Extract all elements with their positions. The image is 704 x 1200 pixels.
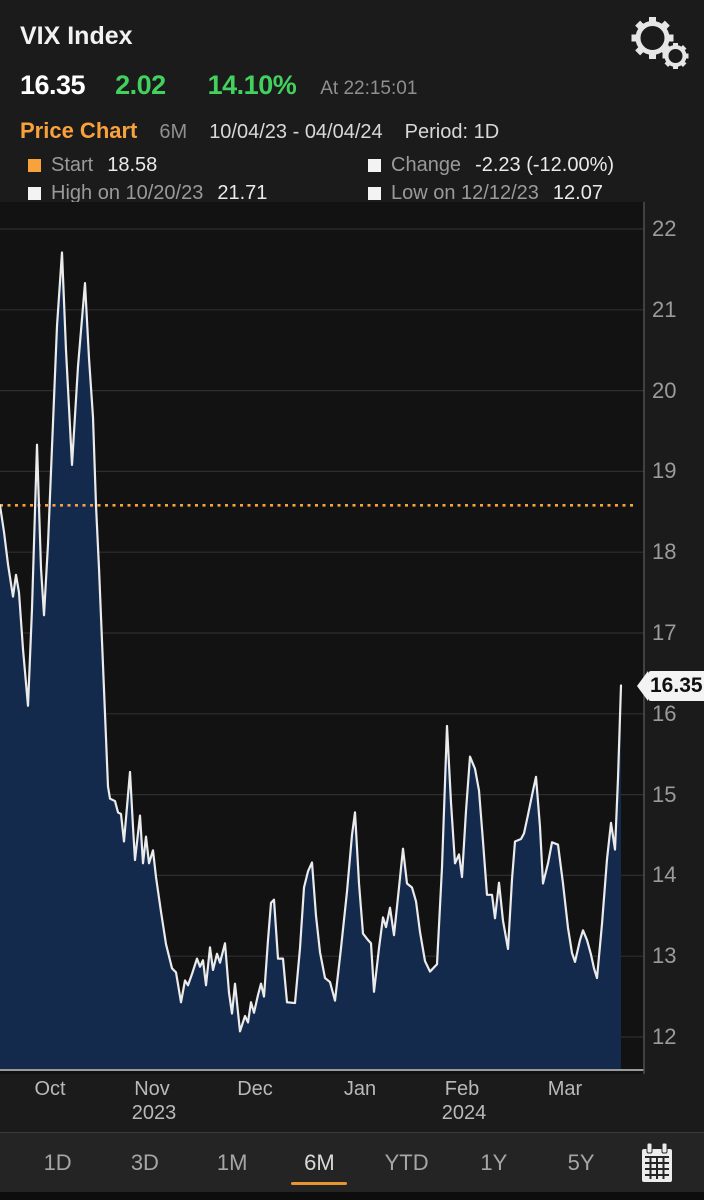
badge-arrow-icon [637,670,648,701]
tab-underline [291,1182,348,1185]
y-tick-label: 22 [652,216,677,241]
tab-underline [466,1182,522,1185]
x-tick-label: Oct [34,1078,66,1100]
tab-1d[interactable]: 1D [30,1133,86,1192]
x-tick-label: Feb [444,1078,480,1100]
x-tick-label: Mar [547,1078,583,1100]
legend-low: Low on 12/12/23 12.07 [368,179,688,207]
high-swatch-icon [28,186,41,200]
x-tick-label: Jan [343,1078,377,1100]
calendar-button[interactable] [640,1133,674,1192]
settings-gears-icon[interactable] [626,14,692,70]
y-tick-label: 17 [652,620,677,645]
tab-1y[interactable]: 1Y [466,1133,522,1192]
start-swatch-icon [28,158,41,172]
quote-timestamp: At 22:15:01 [320,78,418,99]
x-year-label: 2024 [441,1102,487,1124]
tab-5y[interactable]: 5Y [553,1133,609,1192]
quote-row: 16.35 2.02 14.10% At 22:15:01 [20,70,417,101]
legend-start: Start 18.58 [28,151,368,179]
price-chart[interactable]: 22 21 20 19 18 17 16 15 14 13 12 16.35 [0,202,704,1074]
period-readout: Period: 1D [404,121,500,143]
y-tick-label: 16 [652,700,677,726]
calendar-icon [642,1142,673,1182]
x-year-label: 2023 [131,1102,177,1124]
tab-underline [553,1182,609,1185]
tab-underline [117,1182,173,1185]
y-tick-label: 14 [652,862,677,888]
x-tick-label: Dec [237,1078,273,1100]
price-chart-label: Price Chart [20,118,138,143]
tab-3d[interactable]: 3D [117,1133,173,1192]
tab-1m[interactable]: 1M [204,1133,260,1192]
y-tick-label: 12 [652,1024,677,1049]
y-tick-label: 21 [652,296,677,322]
date-range: 10/04/23 - 04/04/24 [209,121,383,143]
tab-underline [379,1182,435,1185]
range-tabs: 1D 3D 1M 6M YTD 1Y 5Y [0,1132,704,1192]
tab-ytd[interactable]: YTD [379,1133,435,1192]
last-price-badge: 16.35 [637,670,704,701]
price-change: 2.02 [115,70,166,100]
chart-subheader: Price Chart 6M 10/04/23 - 04/04/24 Perio… [20,118,499,144]
x-axis-labels: Oct Nov 2023 Dec Jan Feb 2024 Mar [0,1078,704,1132]
chart-legend: Start 18.58 Change -2.23 (-12.00%) High … [28,151,688,207]
y-tick-label: 15 [652,781,677,807]
range-readout: 6M [159,121,188,143]
gear-small-icon [662,43,689,69]
legend-high: High on 10/20/23 21.71 [28,179,368,207]
x-tick-label: Nov [134,1078,170,1100]
bottom-edge [0,1192,704,1200]
price-chart-svg [0,202,645,1074]
last-price: 16.35 [20,70,86,100]
y-tick-label: 20 [652,377,677,403]
y-tick-label: 18 [652,539,677,565]
tab-underline [30,1182,86,1185]
tab-underline [204,1182,260,1185]
legend-change: Change -2.23 (-12.00%) [368,151,688,179]
badge-value: 16.35 [648,670,704,701]
tab-6m[interactable]: 6M [291,1133,348,1192]
page-title: VIX Index [20,22,133,50]
change-swatch-icon [368,158,381,172]
y-tick-label: 19 [652,458,677,484]
price-change-pct: 14.10% [207,70,297,100]
low-swatch-icon [368,186,381,200]
y-tick-label: 13 [652,943,677,969]
